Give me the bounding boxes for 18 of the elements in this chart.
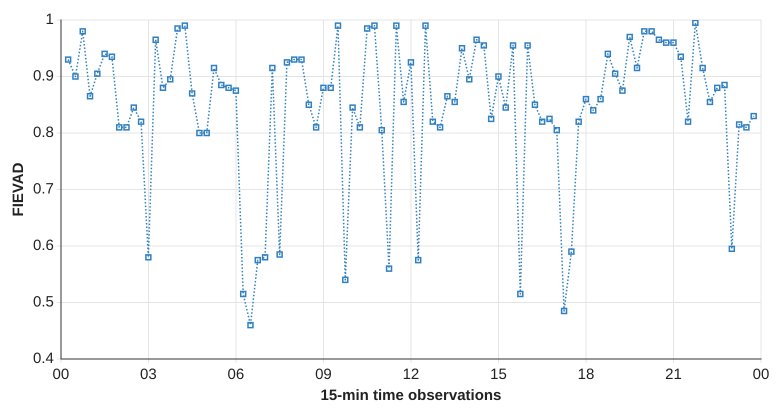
x-tick-label: 00 <box>752 366 770 384</box>
x-axis-title: 15-min time observations <box>320 387 502 404</box>
x-tick-label: 15 <box>490 366 507 384</box>
x-tick-label: 18 <box>578 366 594 384</box>
x-tick-label: 12 <box>402 366 420 384</box>
y-tick-label: 0.6 <box>32 237 54 254</box>
x-tick-label: 06 <box>228 366 244 384</box>
y-tick-label: 0.5 <box>32 294 54 311</box>
x-tick-label: 09 <box>315 366 332 384</box>
y-axis-title: FIEVAD <box>10 162 28 216</box>
y-tick-label: 0.7 <box>32 180 54 198</box>
y-tick-label: 0.4 <box>32 350 54 368</box>
y-tick-label: 0.8 <box>32 124 54 142</box>
x-tick-label: 03 <box>140 366 157 384</box>
y-tick-label: 1 <box>46 11 54 28</box>
x-tick-label: 00 <box>52 366 70 384</box>
y-tick-label: 0.9 <box>32 68 54 85</box>
x-tick-label: 21 <box>665 366 682 384</box>
